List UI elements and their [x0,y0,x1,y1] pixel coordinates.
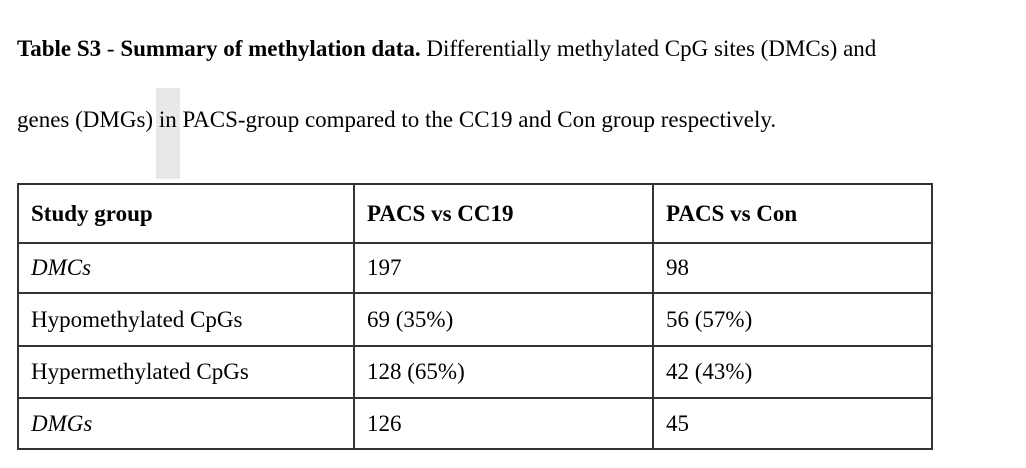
table-row-dmcs: DMCs 197 98 [17,242,933,294]
row-label-dmgs: DMGs [17,397,355,450]
text-highlight: in [158,107,177,132]
cell-hypomethylated-pacs-vs-con: 56 (57%) [652,292,933,347]
table-row-dmgs: DMGs 126 45 [17,397,933,450]
table-row-hypomethylated: Hypomethylated CpGs 69 (35%) 56 (57%) [17,292,933,347]
column-header-pacs-vs-cc19: PACS vs CC19 [353,183,654,244]
caption-line-2: genes (DMGs) in PACS-group compared to t… [17,84,1017,155]
methylation-summary-table: Study group PACS vs CC19 PACS vs Con DMC… [17,183,933,450]
cell-dmgs-pacs-vs-con: 45 [652,397,933,450]
caption-body-continued: genes (DMGs) [17,107,159,132]
cell-dmcs-pacs-vs-cc19: 197 [353,242,654,294]
row-label-dmcs: DMCs [17,242,355,294]
table-caption: Table S3 - Summary of methylation data. … [17,13,1017,155]
cell-dmgs-pacs-vs-cc19: 126 [353,397,654,450]
caption-title: Summary of methylation data. [120,36,421,61]
row-label-hypermethylated: Hypermethylated CpGs [17,345,355,399]
caption-dash: - [101,36,121,61]
caption-table-number: Table S3 [17,36,102,61]
caption-body-end: PACS-group compared to the CC19 and Con … [176,107,777,132]
caption-body-start: Differentially methylated CpG sites (DMC… [420,36,877,61]
column-header-study-group: Study group [17,183,355,244]
cell-hypomethylated-pacs-vs-cc19: 69 (35%) [353,292,654,347]
table-header-row: Study group PACS vs CC19 PACS vs Con [17,183,933,244]
cell-dmcs-pacs-vs-con: 98 [652,242,933,294]
cell-hypermethylated-pacs-vs-con: 42 (43%) [652,345,933,399]
column-header-pacs-vs-con: PACS vs Con [652,183,933,244]
caption-line-1: Table S3 - Summary of methylation data. … [17,13,1017,84]
cell-hypermethylated-pacs-vs-cc19: 128 (65%) [353,345,654,399]
row-label-hypomethylated: Hypomethylated CpGs [17,292,355,347]
table-row-hypermethylated: Hypermethylated CpGs 128 (65%) 42 (43%) [17,345,933,399]
